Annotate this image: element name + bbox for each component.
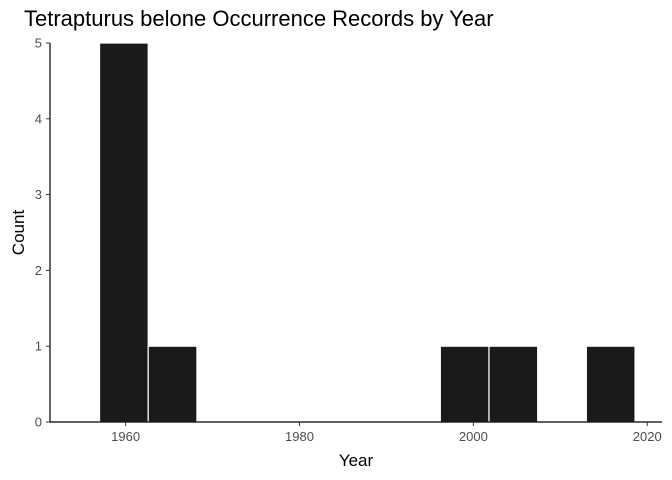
- bars-group: [98, 42, 636, 423]
- y-tick-label: 5: [35, 36, 42, 51]
- y-axis-title: Count: [9, 210, 28, 256]
- histogram-bar: [98, 42, 149, 423]
- histogram-bar: [147, 345, 198, 423]
- x-tick-label: 2000: [459, 429, 488, 444]
- histogram-bar: [585, 345, 636, 423]
- y-tick-label: 1: [35, 339, 42, 354]
- histogram-bar: [488, 345, 539, 423]
- y-tick-label: 0: [35, 415, 42, 430]
- y-tick-label: 2: [35, 263, 42, 278]
- x-ticks-group: 1960 1980 2000 2020: [111, 422, 662, 444]
- x-tick-label: 2020: [633, 429, 662, 444]
- x-tick-label: 1960: [111, 429, 140, 444]
- x-axis-title: Year: [339, 451, 374, 470]
- chart-title: Tetrapturus belone Occurrence Records by…: [24, 6, 494, 31]
- histogram-bar: [439, 345, 490, 423]
- x-tick-label: 1980: [285, 429, 314, 444]
- y-tick-label: 4: [35, 111, 42, 126]
- y-ticks-group: 0 1 2 3 4 5: [35, 36, 50, 430]
- y-tick-label: 3: [35, 187, 42, 202]
